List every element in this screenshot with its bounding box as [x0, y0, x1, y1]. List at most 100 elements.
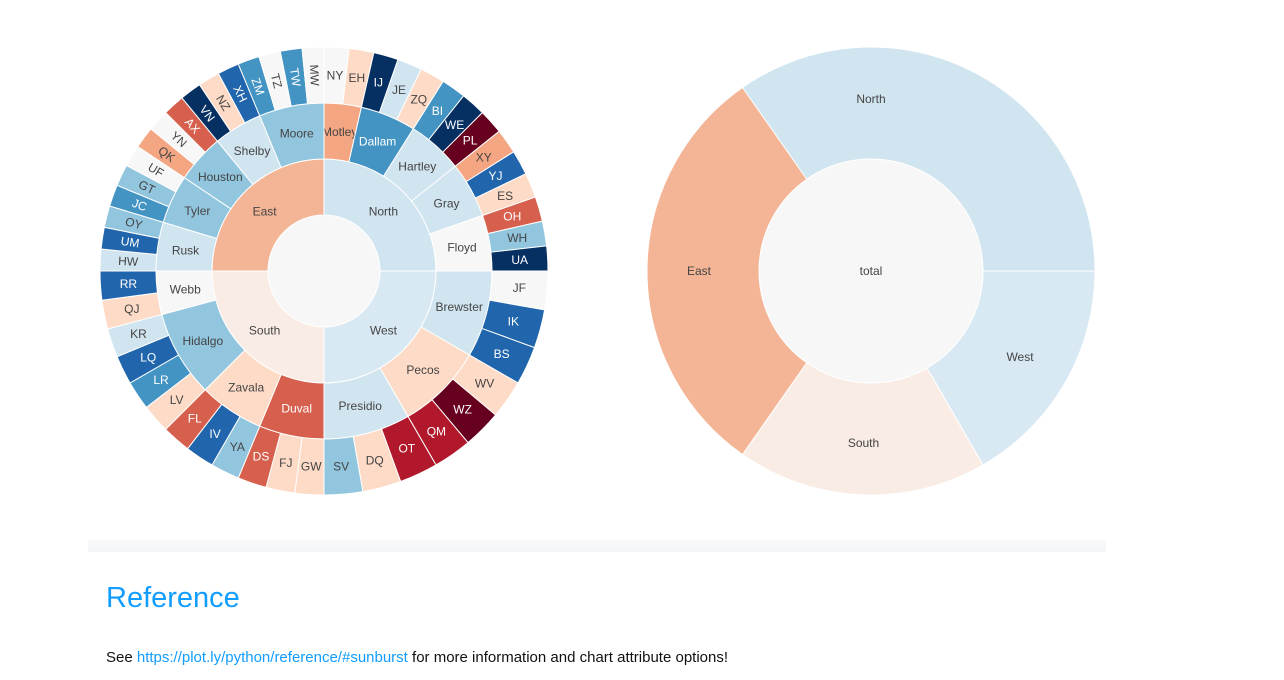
sunburst-county-label-iv: IV — [209, 427, 220, 441]
sunburst-county-label-je: JE — [392, 83, 406, 97]
sunburst-county-lq[interactable] — [116, 334, 180, 384]
sunburst-county-bs[interactable] — [468, 327, 536, 384]
reference-text: See https://plot.ly/python/reference/#su… — [106, 649, 728, 666]
sunburst-county-ds[interactable] — [237, 425, 282, 488]
sunburst-county-label-qm: QM — [427, 425, 446, 439]
sunburst-county-wh[interactable] — [487, 220, 548, 253]
sunburst-county-label-xh: XH — [230, 83, 250, 104]
sunburst-county-fj[interactable] — [265, 432, 303, 494]
sunburst-county-xy[interactable] — [454, 130, 515, 183]
sunburst-county-label-wz: WZ — [453, 403, 472, 417]
sunburst-county-nz[interactable] — [198, 72, 246, 133]
sunburst-county-we[interactable] — [428, 95, 484, 153]
sunburst-county-gt[interactable] — [116, 164, 177, 208]
sunburst-state-label-floyd: Floyd — [447, 241, 476, 255]
sunburst-county-ya[interactable] — [211, 415, 261, 479]
chart-area: total North Motley NY EH Dallam IJ JE ZQ Hartley B… — [99, 46, 1096, 496]
sunburst-root[interactable] — [267, 214, 381, 328]
sunburst-county-label-tw: TW — [287, 67, 304, 88]
sunburst-county-lr[interactable] — [129, 354, 192, 409]
sunburst-county-yj[interactable] — [465, 151, 527, 199]
sunburst-county-label-kr: KR — [130, 327, 147, 341]
sunburst-county-sv[interactable] — [323, 435, 364, 496]
sunburst-state-label-shelby: Shelby — [234, 144, 271, 158]
reference-heading: Reference — [106, 582, 240, 614]
sunburst-county-label-jc: JC — [130, 196, 149, 214]
sunburst-region-label-north: North — [369, 205, 398, 219]
sunburst-county-jf[interactable] — [488, 270, 549, 311]
sunburst-county-vn[interactable] — [181, 84, 232, 142]
sunburst-county-label-zq: ZQ — [410, 93, 427, 107]
sunburst-county-es[interactable] — [474, 173, 537, 217]
sunburst-state-label-zavala: Zavala — [228, 380, 264, 394]
sunburst-state-label-duval: Duval — [281, 401, 312, 415]
sunburst-county-label-oh: OH — [503, 210, 521, 224]
sunburst-county-hw[interactable] — [99, 248, 158, 272]
sunburst-county-label-rr: RR — [120, 277, 138, 291]
sunburst-county-label-yj: YJ — [488, 169, 502, 183]
sunburst-county-gw[interactable] — [294, 437, 325, 496]
sunburst-state-label-webb: Webb — [170, 282, 201, 296]
sunburst-county-label-gt: GT — [136, 177, 158, 197]
sunburst-county-label-jf: JF — [513, 281, 526, 295]
sunburst-county-iv[interactable] — [186, 403, 241, 466]
sunburst-county-ax[interactable] — [164, 97, 219, 153]
sunburst-county-jc[interactable] — [109, 184, 170, 223]
sunburst-county-uf[interactable] — [125, 145, 186, 193]
reference-suffix: for more information and chart attribute… — [407, 649, 729, 666]
sunburst-county-label-ds: DS — [253, 450, 270, 464]
sunburst-county-label-ny: NY — [327, 68, 344, 82]
sunburst-county-fl[interactable] — [164, 389, 223, 450]
sunburst-state-label-presidio: Presidio — [339, 399, 383, 413]
sunburst-county-label-oy: OY — [124, 214, 144, 232]
sunburst-county-wz[interactable] — [431, 378, 497, 444]
sunburst-county-lv[interactable] — [145, 372, 206, 431]
sunburst-county-je[interactable] — [378, 58, 422, 121]
sunburst-county-label-xy: XY — [476, 151, 492, 165]
sunburst-county-ik[interactable] — [481, 299, 546, 349]
sunburst-state-label-dallam: Dallam — [359, 135, 396, 149]
sunburst-county-label-gw: GW — [301, 460, 322, 474]
sunburst-county-um[interactable] — [100, 226, 160, 256]
sunburst2-region-east[interactable] — [646, 86, 808, 456]
sunburst-county-ij[interactable] — [360, 52, 399, 114]
sunburst-county-wv[interactable] — [451, 354, 519, 416]
divider — [88, 540, 1106, 552]
sunburst-county-label-bi: BI — [432, 104, 443, 118]
sunburst-county-label-dq: DQ — [366, 453, 384, 467]
sunburst-county-bi[interactable] — [412, 80, 465, 141]
sunburst-county-oy[interactable] — [103, 205, 164, 239]
sunburst-county-label-lv: LV — [170, 393, 184, 407]
sunburst-county-pl[interactable] — [442, 111, 500, 167]
sunburst-county-yn[interactable] — [150, 111, 206, 166]
sunburst2-region-west[interactable] — [926, 270, 1096, 466]
sunburst-county-eh[interactable] — [342, 47, 375, 108]
sunburst-county-qm[interactable] — [407, 398, 469, 466]
sunburst-state-label-pecos: Pecos — [406, 363, 439, 377]
sunburst-county-tw[interactable] — [279, 47, 309, 107]
sunburst-county-xh[interactable] — [217, 63, 261, 124]
sunburst-county-label-eh: EH — [348, 71, 365, 85]
sunburst-county-label-tz: TZ — [268, 72, 285, 90]
sunburst-county-zq[interactable] — [396, 68, 444, 130]
sunburst-county-label-um: UM — [120, 234, 141, 251]
reference-prefix: See — [106, 649, 137, 666]
sunburst-county-mw[interactable] — [301, 46, 325, 105]
sunburst-county-zm[interactable] — [237, 56, 276, 117]
sunburst2-region-label-west: West — [1006, 350, 1034, 364]
sunburst-county-label-lq: LQ — [140, 351, 156, 365]
sunburst-county-label-pl: PL — [463, 133, 478, 147]
sunburst-county-dq[interactable] — [352, 428, 402, 493]
sunburst-state-label-houston: Houston — [198, 170, 243, 184]
sunburst-county-label-hw: HW — [118, 254, 139, 269]
sunburst-county-ua[interactable] — [490, 245, 549, 272]
sunburst-county-label-fj: FJ — [279, 456, 292, 470]
sunburst-county-qk[interactable] — [137, 128, 195, 179]
reference-link[interactable]: https://plot.ly/python/reference/#sunbur… — [136, 649, 408, 666]
sunburst2-region-south[interactable] — [741, 362, 984, 496]
sunburst-county-qj[interactable] — [101, 292, 163, 330]
sunburst-state-label-brewster: Brewster — [436, 300, 483, 314]
sunburst-county-label-mw: MW — [307, 64, 322, 87]
sunburst-county-rr[interactable] — [99, 270, 158, 301]
sunburst-county-label-wv: WV — [475, 376, 494, 390]
